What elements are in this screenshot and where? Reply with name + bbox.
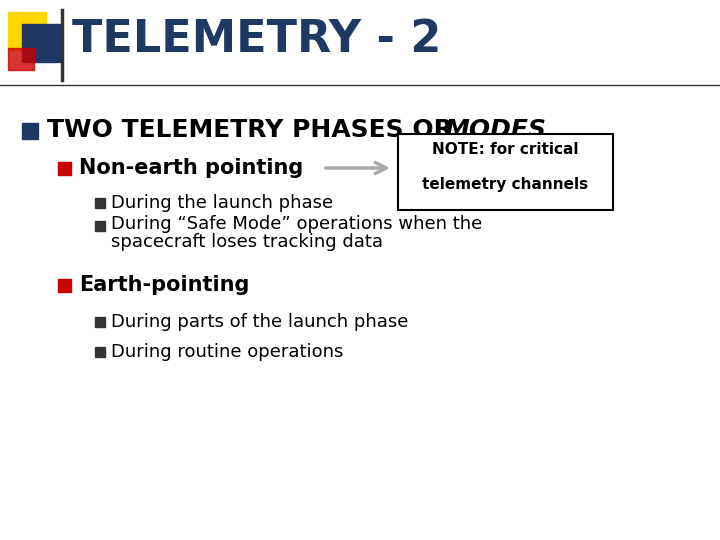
Bar (95, 347, 105, 357)
Bar (22, 24, 60, 62)
Text: Earth-pointing: Earth-pointing (79, 275, 249, 295)
Text: TWO TELEMETRY PHASES OR: TWO TELEMETRY PHASES OR (47, 118, 462, 142)
Bar (95, 317, 105, 327)
Text: During routine operations: During routine operations (111, 343, 343, 361)
Bar (8, 12, 46, 50)
Text: NOTE: for critical: NOTE: for critical (432, 143, 578, 158)
Bar (22, 123, 38, 139)
Bar (95, 198, 105, 208)
Bar (8, 48, 34, 70)
Text: MODES: MODES (444, 118, 546, 142)
Text: TELEMETRY - 2: TELEMETRY - 2 (72, 18, 441, 62)
Text: During parts of the launch phase: During parts of the launch phase (111, 313, 408, 331)
Bar (398, 134, 613, 210)
Bar (58, 162, 71, 175)
Text: During “Safe Mode” operations when the: During “Safe Mode” operations when the (111, 215, 482, 233)
Text: telemetry channels: telemetry channels (422, 177, 588, 192)
Bar (95, 221, 105, 231)
Text: Non-earth pointing: Non-earth pointing (79, 158, 303, 178)
Text: During the launch phase: During the launch phase (111, 194, 333, 212)
Bar (58, 279, 71, 292)
FancyArrowPatch shape (325, 163, 387, 173)
Text: spacecraft loses tracking data: spacecraft loses tracking data (111, 233, 383, 251)
